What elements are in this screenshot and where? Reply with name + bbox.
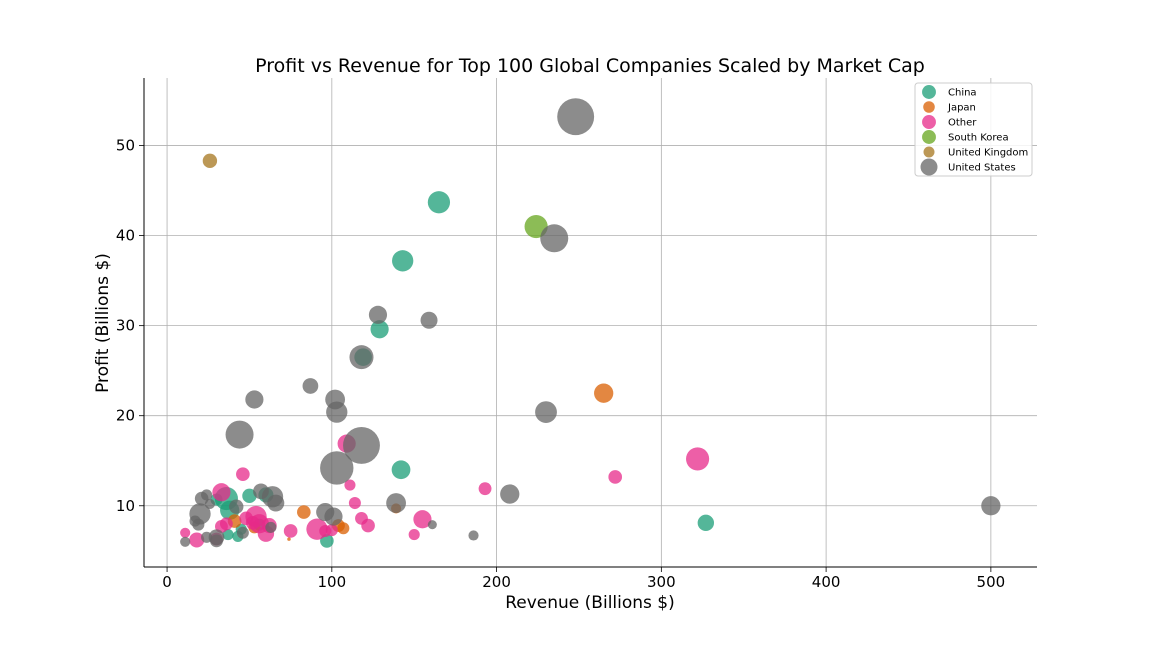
data-point — [236, 526, 249, 539]
x-tick-label: 100 — [318, 573, 347, 591]
x-tick-label: 400 — [812, 573, 841, 591]
y-tick-label: 50 — [116, 137, 135, 155]
data-point — [981, 496, 1001, 516]
y-axis-title: Profit (Billions $) — [93, 253, 113, 393]
data-point — [222, 529, 234, 541]
legend: China Japan Other South Korea United Kingdom… — [914, 82, 1033, 177]
y-tick-label: 40 — [116, 227, 135, 245]
legend-label: Japan — [947, 103, 976, 114]
data-point — [686, 447, 710, 471]
data-point — [210, 534, 223, 548]
data-point — [267, 494, 285, 512]
axes: 0 100 200 300 400 500 10 20 30 40 50 — [116, 78, 1037, 591]
data-point — [468, 530, 479, 541]
y-tick-label: 20 — [116, 407, 135, 425]
legend-label: South Korea — [948, 133, 1009, 144]
legend-marker — [923, 101, 935, 113]
data-point — [320, 451, 354, 485]
legend-marker — [920, 158, 938, 176]
legend-frame — [914, 82, 1033, 177]
legend-marker — [923, 146, 935, 158]
data-point — [408, 529, 420, 541]
data-point — [427, 191, 451, 214]
data-point — [420, 311, 438, 329]
legend-marker — [922, 130, 936, 144]
data-point — [386, 493, 406, 513]
data-point — [608, 470, 623, 484]
data-point — [204, 498, 215, 510]
data-point — [478, 482, 492, 496]
data-point — [370, 320, 389, 339]
data-point — [535, 401, 557, 423]
data-point — [283, 524, 298, 538]
data-point — [594, 383, 614, 403]
data-point — [287, 537, 291, 541]
data-point — [202, 153, 218, 169]
y-tick-label: 10 — [116, 497, 135, 515]
data-point — [344, 479, 356, 491]
data-point — [427, 520, 437, 530]
data-point — [265, 521, 277, 533]
data-point — [392, 250, 414, 272]
chart-title: Profit vs Revenue for Top 100 Global Com… — [255, 55, 925, 77]
legend-label: United Kingdom — [948, 148, 1028, 159]
data-point — [225, 420, 254, 449]
data-point — [361, 518, 375, 533]
legend-label: Other — [948, 118, 977, 129]
data-point — [500, 484, 520, 504]
data-point — [557, 98, 595, 136]
data-point — [325, 524, 338, 537]
data-point — [229, 499, 244, 514]
x-tick-label: 200 — [482, 573, 511, 591]
data-point — [697, 514, 715, 532]
data-point — [391, 460, 411, 480]
data-points — [180, 98, 1001, 548]
x-axis-title: Revenue (Billions $) — [505, 593, 675, 613]
data-point — [348, 497, 361, 510]
data-point — [180, 536, 191, 547]
data-point — [302, 378, 319, 394]
legend-marker — [922, 85, 936, 99]
data-point — [201, 531, 213, 543]
legend-label: China — [948, 88, 977, 99]
data-point — [245, 390, 264, 409]
data-point — [297, 505, 311, 519]
data-point — [540, 224, 569, 253]
data-point — [349, 345, 374, 370]
data-point — [180, 527, 191, 538]
x-tick-label: 500 — [977, 573, 1006, 591]
data-point — [242, 488, 257, 504]
data-point — [219, 517, 233, 531]
data-point — [343, 426, 380, 464]
data-point — [324, 507, 343, 526]
data-point — [236, 467, 250, 482]
x-tick-label: 0 — [162, 573, 172, 591]
data-point — [337, 522, 350, 535]
y-tick-label: 30 — [116, 317, 135, 335]
legend-marker — [922, 115, 936, 129]
data-point — [192, 518, 205, 531]
data-point — [212, 483, 231, 502]
data-point — [201, 489, 213, 501]
data-point — [413, 510, 432, 529]
data-point — [326, 401, 348, 423]
legend-label: United States — [948, 163, 1016, 174]
x-tick-label: 300 — [647, 573, 676, 591]
data-point — [245, 516, 260, 530]
data-point — [368, 305, 388, 324]
data-point — [253, 483, 269, 500]
data-point — [189, 532, 205, 548]
